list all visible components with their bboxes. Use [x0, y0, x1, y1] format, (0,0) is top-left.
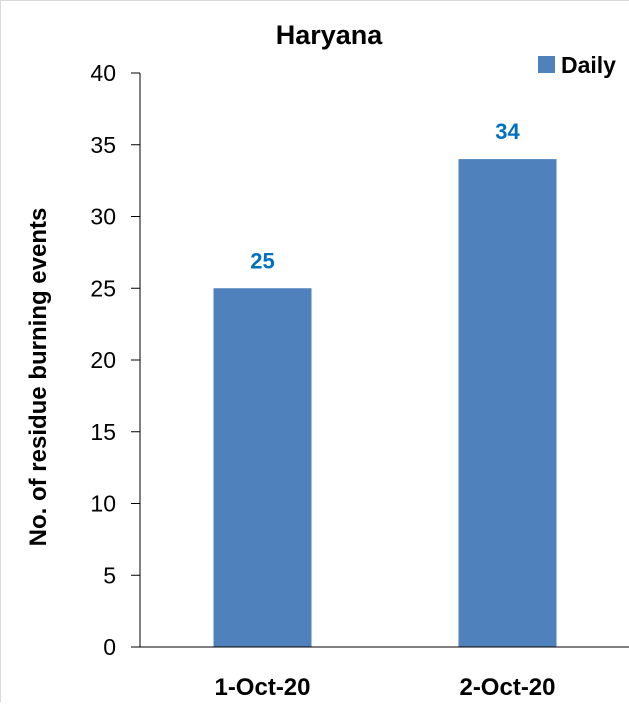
x-tick-label: 1-Oct-20 — [214, 674, 310, 701]
y-tick-label: 35 — [90, 132, 116, 158]
bar-2 — [458, 159, 557, 647]
bar-1 — [213, 288, 312, 647]
y-tick-label: 30 — [90, 204, 116, 230]
y-axis-label: No. of residue burning events — [25, 208, 52, 547]
data-labels: 25 34 — [250, 119, 520, 273]
x-tick-label: 2-Oct-20 — [459, 674, 555, 701]
chart-title: Haryana — [276, 20, 384, 50]
data-label: 34 — [495, 119, 520, 144]
y-tick-label: 5 — [103, 562, 116, 588]
y-tick-label: 20 — [90, 347, 116, 373]
y-tick-label: 0 — [103, 634, 116, 660]
y-tick-label: 15 — [90, 419, 116, 445]
legend-label-daily: Daily — [561, 52, 616, 78]
legend: Daily — [538, 52, 616, 78]
y-tick-label: 25 — [90, 275, 116, 301]
x-axis-ticks: 1-Oct-20 2-Oct-20 — [214, 674, 555, 701]
y-tick-label: 10 — [90, 491, 116, 517]
legend-swatch-daily — [538, 56, 555, 73]
data-label: 25 — [250, 248, 274, 273]
y-tick-label: 40 — [90, 60, 116, 86]
bars — [213, 159, 557, 647]
y-axis-ticks: 0 5 10 15 20 25 30 35 40 — [90, 60, 140, 660]
